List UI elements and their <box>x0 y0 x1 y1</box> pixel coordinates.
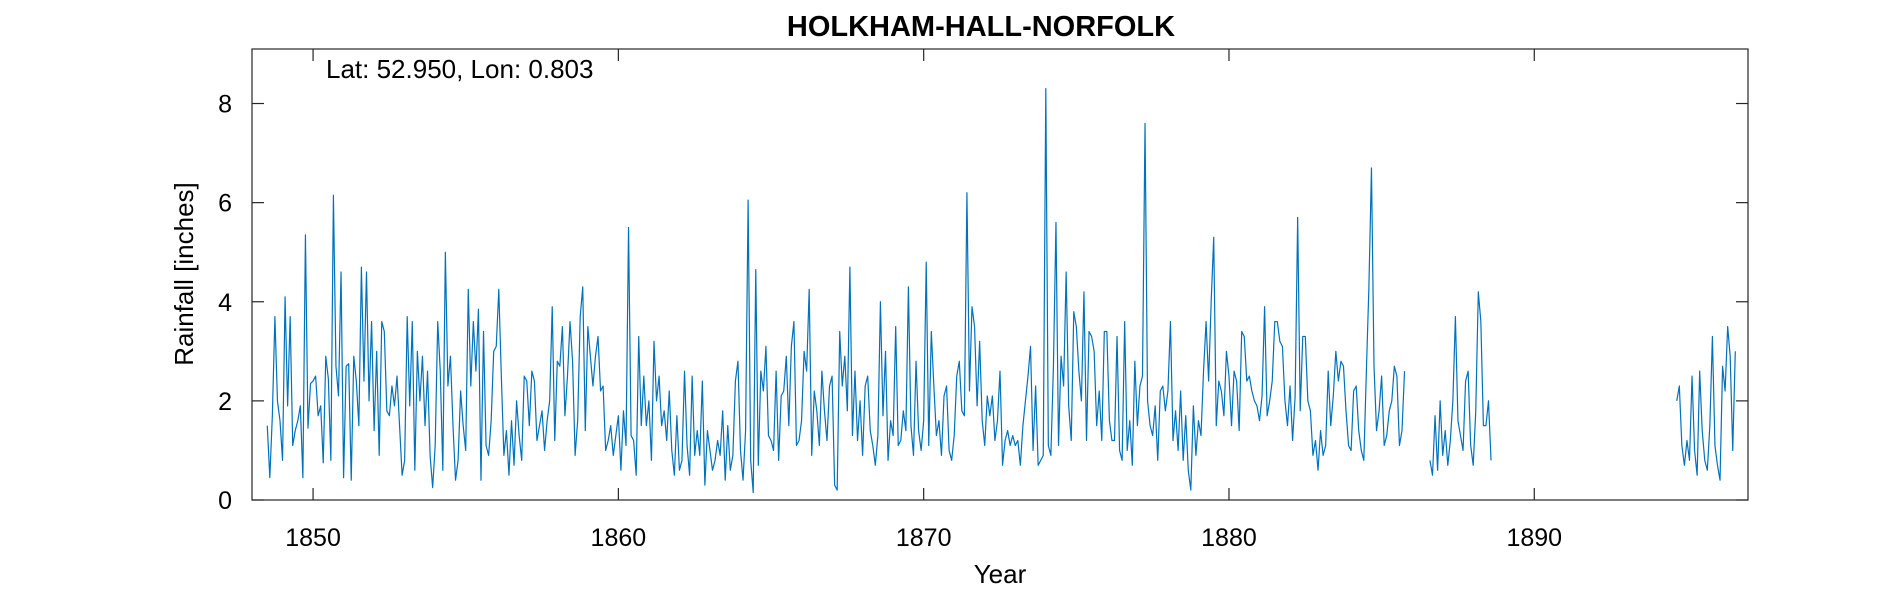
y-tick-label: 2 <box>218 388 232 416</box>
y-tick-label: 6 <box>218 190 232 218</box>
x-tick-label: 1860 <box>591 524 647 552</box>
rainfall-line-segment-1 <box>266 88 1406 494</box>
x-tick-label: 1850 <box>285 524 341 552</box>
y-axis-label: Rainfall [inches] <box>169 182 199 366</box>
chart-title: HOLKHAM-HALL-NORFOLK <box>787 11 1175 43</box>
y-tick-label: 8 <box>218 91 232 119</box>
x-tick-label: 1870 <box>896 524 952 552</box>
plot-area <box>251 48 1749 501</box>
rainfall-series <box>266 88 1736 494</box>
axis-tick-labels: 1850 1860 1870 1880 1890 0 2 4 6 8 <box>218 91 1562 552</box>
y-tick-label: 4 <box>218 289 232 317</box>
x-tick-label: 1890 <box>1506 524 1562 552</box>
location-annotation: Lat: 52.950, Lon: 0.803 <box>326 54 593 84</box>
rainfall-line-segment-2 <box>1429 291 1492 476</box>
x-tick-label: 1880 <box>1201 524 1257 552</box>
y-tick-label: 0 <box>218 487 232 515</box>
rainfall-line-segment-3 <box>1676 325 1736 481</box>
axis-ticks <box>252 49 1748 501</box>
x-axis-label: Year <box>974 559 1027 589</box>
